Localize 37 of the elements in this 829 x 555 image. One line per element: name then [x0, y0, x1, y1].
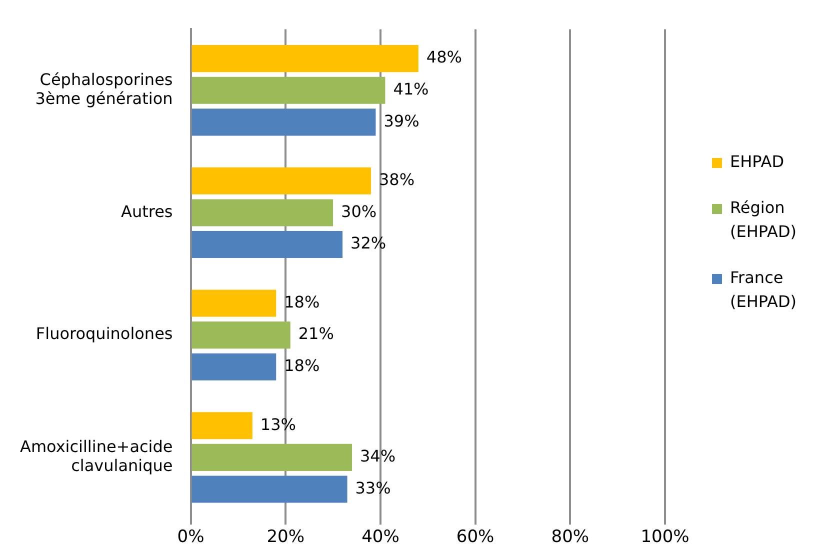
data-label: 13% — [260, 414, 296, 434]
bar — [192, 45, 418, 72]
bar — [192, 167, 371, 194]
legend-label: France (EHPAD) — [730, 267, 798, 313]
data-label: 41% — [393, 80, 429, 99]
x-tick-label: 60% — [456, 527, 494, 548]
x-tick-label: 20% — [266, 527, 305, 548]
data-label: 30% — [341, 202, 377, 221]
bar — [192, 199, 334, 226]
y-tick-label: Amoxicilline+acide clavulanique — [20, 436, 173, 476]
bar — [192, 353, 276, 380]
data-label: 39% — [384, 111, 420, 130]
bar — [192, 444, 352, 471]
bar — [192, 231, 343, 258]
bar — [192, 476, 348, 503]
data-label: 38% — [378, 170, 415, 190]
x-tick-label: 0% — [177, 527, 204, 548]
x-tick-label: 100% — [640, 527, 690, 548]
bar — [192, 290, 276, 317]
bar — [192, 108, 376, 136]
data-label: 48% — [426, 48, 462, 67]
y-tick-label: Fluoroquinolones — [36, 324, 173, 344]
legend-label: EHPAD — [730, 151, 784, 173]
data-label: 32% — [350, 234, 386, 253]
y-tick-label: Autres — [120, 202, 173, 221]
x-tick-label: 80% — [551, 527, 590, 548]
data-label: 18% — [284, 356, 320, 376]
legend-label: Région (EHPAD) — [730, 197, 798, 243]
bar — [192, 76, 386, 104]
data-label: 21% — [298, 324, 334, 344]
x-tick-label: 40% — [362, 527, 400, 548]
data-label: 34% — [360, 446, 396, 466]
data-label: 18% — [284, 292, 320, 312]
data-label: 33% — [355, 478, 391, 498]
bar — [192, 412, 252, 440]
y-tick-label: Céphalosporines 3ème génération — [35, 70, 173, 108]
bar — [192, 322, 290, 349]
